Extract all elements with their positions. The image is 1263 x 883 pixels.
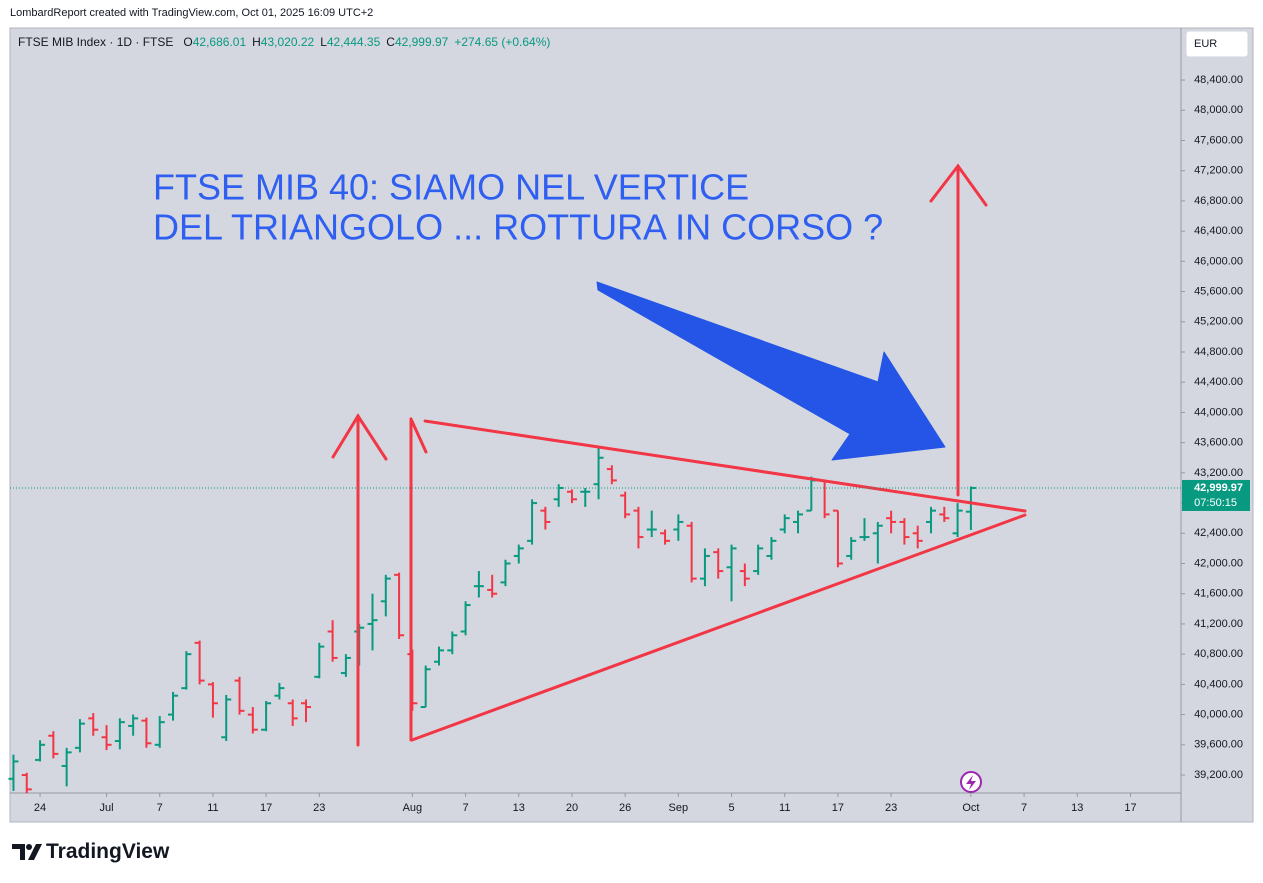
y-tick-label: 47,200.00 (1194, 165, 1243, 177)
y-tick-label: 48,000.00 (1194, 104, 1243, 116)
y-tick-label: 46,400.00 (1194, 225, 1243, 237)
y-tick-label: 40,000.00 (1194, 708, 1243, 720)
y-tick-label: 44,000.00 (1194, 406, 1243, 418)
y-tick-label: 39,600.00 (1194, 739, 1243, 751)
x-tick-label: 26 (619, 802, 631, 814)
triangle-upper (423, 419, 1027, 513)
triangle-lower (410, 513, 1027, 742)
ohlc-label: H (252, 35, 261, 49)
x-tick-label: 23 (313, 802, 325, 814)
event-icon-bolt (966, 775, 976, 790)
y-tick-label: 42,400.00 (1194, 527, 1243, 539)
y-tick-label: 41,200.00 (1194, 618, 1243, 630)
x-tick-label: Aug (403, 802, 423, 814)
x-tick-label: Oct (962, 802, 979, 814)
y-tick-label: 45,200.00 (1194, 316, 1243, 328)
arrow-head (929, 163, 988, 207)
logo: TradingView (12, 840, 169, 864)
x-tick-label: 11 (779, 802, 790, 814)
ohlc-values: O42,686.01 H43,020.22 L42,444.35 C42,999.97 (183, 35, 454, 49)
ohlc-value: 43,020.22 (260, 35, 315, 49)
y-tick-label: 42,000.00 (1194, 557, 1243, 569)
chart-title: FTSE MIB Index · 1D · FTSE (18, 35, 174, 49)
x-tick-label: 17 (832, 802, 844, 814)
x-tick-label: 7 (157, 802, 163, 814)
x-tick-label: 7 (463, 802, 469, 814)
y-tick-label: 39,200.00 (1194, 769, 1243, 781)
x-tick-label: 24 (34, 802, 46, 814)
y-tick-label: 41,600.00 (1194, 588, 1243, 600)
y-tick-label: 40,400.00 (1194, 678, 1243, 690)
ohlc-label: O (183, 35, 193, 49)
x-tick-label: 23 (885, 802, 897, 814)
x-tick-label: 17 (1124, 802, 1136, 814)
countdown: 07:50:15 (1194, 497, 1237, 509)
y-tick-label: 43,600.00 (1194, 437, 1243, 449)
x-tick-label: 7 (1021, 802, 1027, 814)
y-tick-label: 40,800.00 (1194, 648, 1243, 660)
last-price-label: 42,999.97 (1194, 482, 1243, 494)
ohlc-value: 42,686.01 (192, 35, 247, 49)
y-tick-label: 46,000.00 (1194, 255, 1243, 267)
x-tick-label: 13 (1071, 802, 1083, 814)
credit: LombardReport created with TradingView.c… (10, 7, 374, 19)
x-tick-label: 20 (566, 802, 578, 814)
arrow-head (331, 413, 388, 461)
y-tick-label: 44,400.00 (1194, 376, 1243, 388)
x-tick-label: 11 (207, 802, 218, 814)
y-tick-label: 48,400.00 (1194, 74, 1243, 86)
ohlc-label: C (386, 35, 395, 49)
ohlc-label: L (320, 35, 327, 49)
chart-frame (9, 27, 1254, 823)
currency[interactable]: EUR (1194, 38, 1217, 50)
x-tick-label: 5 (728, 802, 734, 814)
last-price-box (1182, 479, 1250, 511)
currency-box[interactable] (1185, 30, 1249, 58)
change: +274.65 (+0.64%) (454, 35, 551, 49)
x-tick-label: 13 (513, 802, 525, 814)
arrow-head (409, 417, 428, 454)
bars (8, 446, 976, 794)
x-tick-label: 17 (260, 802, 272, 814)
annotation: FTSE MIB 40: SIAMO NEL VERTICE (153, 167, 749, 208)
y-tick-label: 46,800.00 (1194, 195, 1243, 207)
logo-text: TradingView (46, 840, 170, 863)
x-tick-label: Sep (669, 802, 689, 814)
ohlc-value: 42,999.97 (394, 35, 449, 49)
y-tick-label: 45,600.00 (1194, 285, 1243, 297)
y-tick-label: 43,200.00 (1194, 467, 1243, 479)
logo-icon (12, 844, 42, 860)
big-arrow (596, 281, 946, 461)
ohlc-value: 42,444.35 (326, 35, 381, 49)
annotation: DEL TRIANGOLO ... ROTTURA IN CORSO ? (153, 207, 883, 248)
drawings (331, 163, 1027, 747)
chart-header: FTSE MIB Index · 1D · FTSE O42,686.01 H43… (18, 35, 556, 49)
y-tick-label: 47,600.00 (1194, 134, 1243, 146)
y-tick-label: 44,800.00 (1194, 346, 1243, 358)
x-tick-label: Jul (100, 802, 114, 814)
